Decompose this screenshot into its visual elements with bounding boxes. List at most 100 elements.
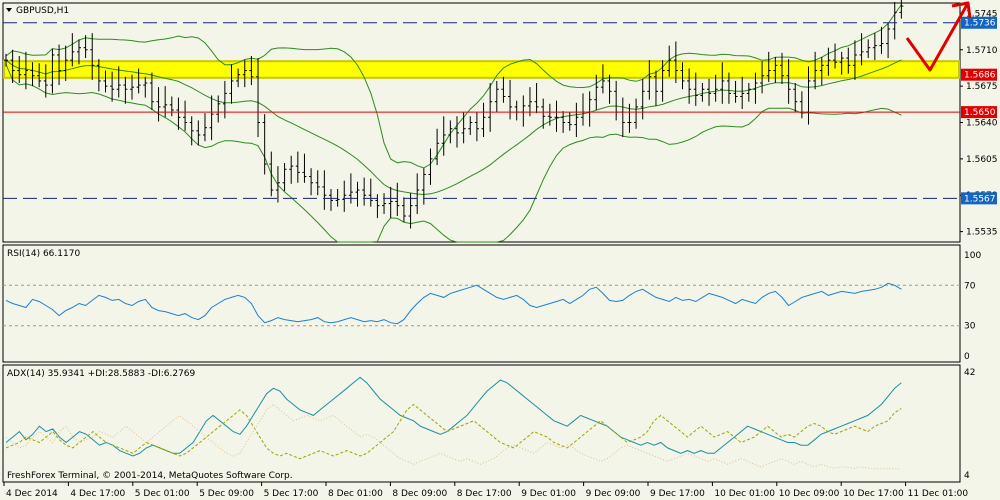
price-bar xyxy=(819,57,824,86)
time-tick-label: 4 Dec 2014 xyxy=(6,489,58,499)
price-bar xyxy=(136,68,141,94)
price-bar xyxy=(587,91,592,127)
price-bar xyxy=(401,197,406,223)
price-bar xyxy=(852,40,857,80)
price-bar xyxy=(382,193,387,214)
price-bar xyxy=(342,180,347,212)
price-bar xyxy=(282,163,287,192)
price-bar xyxy=(494,80,499,113)
time-tick-label: 4 Dec 17:00 xyxy=(70,489,125,499)
price-bar xyxy=(421,168,426,205)
time-tick-label: 9 Dec 17:00 xyxy=(650,489,705,499)
price-level-label: 1.5567 xyxy=(964,194,996,204)
time-tick-label: 10 Dec 17:00 xyxy=(843,489,904,499)
price-bar xyxy=(70,33,75,67)
price-bar xyxy=(866,39,871,59)
price-bar xyxy=(196,120,201,146)
copyright-text: FreshForex Terminal, © 2001-2014, MetaQu… xyxy=(7,471,293,481)
price-tick-label: 1.5745 xyxy=(966,9,998,19)
price-bar xyxy=(216,95,221,123)
price-bar xyxy=(222,80,227,119)
price-bar xyxy=(415,173,420,214)
price-bar xyxy=(667,45,672,77)
time-tick-label: 8 Dec 17:00 xyxy=(457,489,512,499)
price-bar xyxy=(123,76,128,104)
price-bar xyxy=(461,112,466,144)
price-bar xyxy=(726,72,731,104)
price-bar xyxy=(693,72,698,106)
price-bar xyxy=(236,68,241,88)
price-bar xyxy=(766,51,771,82)
price-bar xyxy=(488,83,493,132)
price-bar xyxy=(368,178,373,207)
price-bar xyxy=(547,103,552,126)
price-bar xyxy=(275,166,280,203)
price-bar xyxy=(43,64,48,98)
price-bar xyxy=(541,98,546,129)
price-bar xyxy=(839,51,844,75)
rsi-tick-label: 100 xyxy=(964,251,981,261)
price-bar xyxy=(428,148,433,185)
price-tick-label: 1.5535 xyxy=(966,228,998,238)
forecast-arrowhead-icon xyxy=(951,1,972,19)
price-bar xyxy=(435,128,440,166)
price-bar xyxy=(256,58,261,138)
time-tick-label: 10 Dec 01:00 xyxy=(714,489,775,499)
minus-di-line xyxy=(5,403,902,470)
price-bar xyxy=(620,97,625,138)
price-bar xyxy=(76,39,81,65)
price-tick-label: 1.5675 xyxy=(966,82,998,92)
rsi-tick-label: 0 xyxy=(964,352,970,362)
price-bar xyxy=(554,100,559,132)
price-bar xyxy=(169,96,174,117)
price-bar xyxy=(872,33,877,61)
price-bar xyxy=(362,177,367,206)
bollinger-lower-band xyxy=(5,64,902,243)
price-tick-label: 1.5605 xyxy=(966,155,998,165)
adx-tick-label: 4 xyxy=(964,471,970,481)
time-tick-label: 5 Dec 01:00 xyxy=(135,489,190,499)
price-bar xyxy=(786,59,791,104)
price-bar xyxy=(96,59,101,92)
price-bar xyxy=(295,151,300,183)
time-tick-label: 8 Dec 01:00 xyxy=(328,489,383,499)
price-bar xyxy=(687,68,692,104)
price-bar xyxy=(892,1,897,40)
price-bar xyxy=(209,95,214,141)
price-bar xyxy=(116,66,121,98)
price-bar xyxy=(514,100,519,121)
rsi-tick-label: 70 xyxy=(964,281,976,291)
price-tick-label: 1.5710 xyxy=(966,46,998,56)
price-bar xyxy=(189,116,194,146)
price-bar xyxy=(83,35,88,59)
price-bar xyxy=(309,168,314,196)
time-tick-label: 10 Dec 09:00 xyxy=(779,489,840,499)
adx-line xyxy=(5,376,902,457)
price-bar xyxy=(57,44,62,86)
price-bar xyxy=(163,86,168,118)
price-bar xyxy=(594,74,599,111)
price-bar xyxy=(720,62,725,104)
price-bar xyxy=(202,113,207,142)
main-panel-frame xyxy=(2,2,961,243)
price-bar xyxy=(388,186,393,219)
price-bar xyxy=(315,170,320,196)
price-bar xyxy=(183,100,188,131)
price-bar xyxy=(779,52,784,85)
price-bar xyxy=(448,120,453,144)
price-bar xyxy=(103,70,108,93)
price-bar xyxy=(746,83,751,102)
price-bar xyxy=(833,43,838,69)
price-bar xyxy=(23,51,28,90)
triangle-down-icon xyxy=(6,8,12,12)
price-bar xyxy=(269,151,274,197)
price-bar xyxy=(455,116,459,148)
price-bar xyxy=(90,33,95,80)
support-zone-highlight xyxy=(3,60,960,79)
price-level-label-bg xyxy=(961,16,997,29)
price-bar xyxy=(680,62,685,90)
price-bar xyxy=(441,116,446,156)
price-bar xyxy=(614,80,619,121)
price-bar xyxy=(521,95,526,127)
